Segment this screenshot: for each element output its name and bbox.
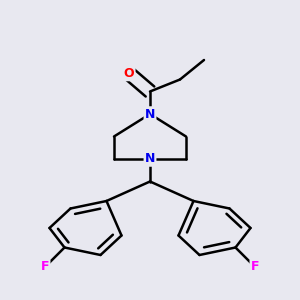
Text: N: N	[145, 152, 155, 166]
Text: F: F	[251, 260, 259, 274]
Text: N: N	[145, 107, 155, 121]
Text: O: O	[124, 67, 134, 80]
Text: F: F	[41, 260, 49, 274]
